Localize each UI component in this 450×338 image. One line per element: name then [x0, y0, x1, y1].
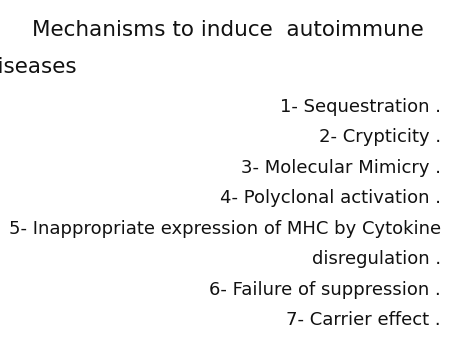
Text: 1- Sequestration .: 1- Sequestration .: [280, 98, 441, 116]
Text: 5- Inappropriate expression of MHC by Cytokine: 5- Inappropriate expression of MHC by Cy…: [9, 220, 441, 238]
Text: 2- Crypticity .: 2- Crypticity .: [319, 128, 441, 146]
Text: disregulation .: disregulation .: [312, 250, 441, 268]
Text: Mechanisms to induce  autoimmune: Mechanisms to induce autoimmune: [32, 20, 423, 40]
Text: 7- Carrier effect .: 7- Carrier effect .: [286, 311, 441, 329]
Text: 6- Failure of suppression .: 6- Failure of suppression .: [209, 281, 441, 298]
Text: 4- Polyclonal activation .: 4- Polyclonal activation .: [220, 189, 441, 207]
Text: 3- Molecular Mimicry .: 3- Molecular Mimicry .: [241, 159, 441, 177]
Text: diseases: diseases: [0, 57, 78, 77]
